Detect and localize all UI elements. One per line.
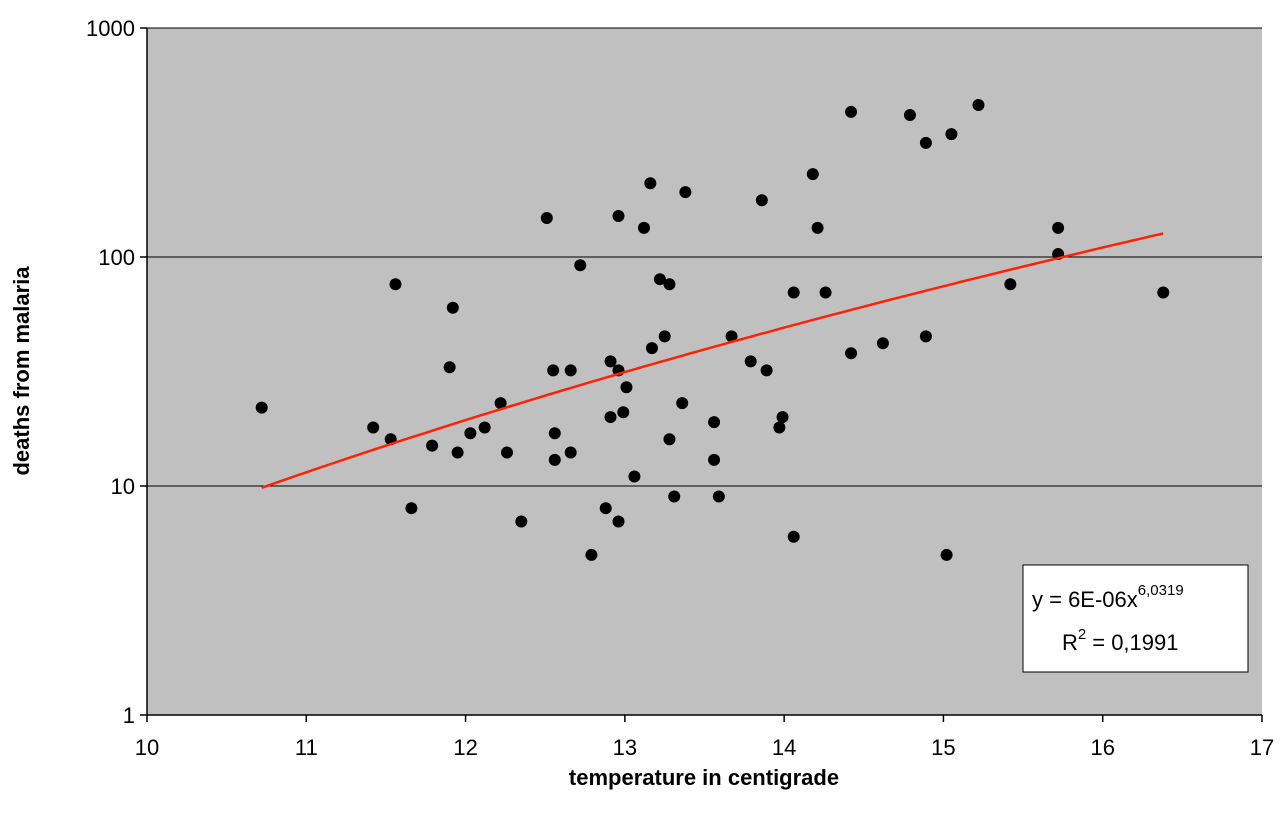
y-tick-label: 1 — [123, 703, 135, 728]
data-point — [755, 194, 768, 207]
data-point — [972, 99, 985, 112]
trendline — [261, 232, 1164, 489]
data-point — [1052, 221, 1065, 234]
data-point — [585, 548, 598, 561]
data-point — [760, 364, 773, 377]
data-point — [464, 427, 477, 440]
data-point — [612, 515, 625, 528]
data-point — [389, 278, 402, 291]
equation: y = 6E-06x6,0319 — [1032, 582, 1184, 612]
data-point — [367, 421, 380, 434]
data-point — [940, 548, 953, 561]
data-point — [811, 221, 824, 234]
data-point — [773, 421, 786, 434]
data-point — [876, 337, 889, 350]
data-point — [547, 364, 560, 377]
data-point — [564, 446, 577, 459]
data-point — [515, 515, 528, 528]
data-point — [787, 530, 800, 543]
data-point — [451, 446, 464, 459]
x-tick-label: 13 — [613, 735, 637, 760]
x-axis-title: temperature in centigrade — [569, 765, 839, 790]
x-tick-label: 12 — [453, 735, 477, 760]
y-axis-title: deaths from malaria — [9, 266, 34, 476]
y-tick-label: 10 — [111, 474, 135, 499]
data-point — [725, 330, 738, 343]
data-point — [255, 401, 268, 414]
data-point — [426, 439, 439, 452]
data-point — [644, 177, 657, 190]
equation-box — [1022, 564, 1249, 673]
data-point — [599, 502, 612, 515]
data-point — [845, 105, 858, 118]
x-tick-label: 16 — [1090, 735, 1114, 760]
data-point — [1157, 286, 1170, 299]
data-point — [658, 330, 671, 343]
data-point — [548, 453, 561, 466]
data-point — [500, 446, 513, 459]
data-point — [676, 397, 689, 410]
data-point — [903, 108, 916, 121]
data-point — [919, 136, 932, 149]
data-point — [628, 470, 641, 483]
data-point — [1004, 278, 1017, 291]
data-point — [945, 128, 958, 141]
data-point — [604, 355, 617, 368]
r2-exponent: 2 — [1078, 626, 1086, 643]
r2-value: = 0,1991 — [1092, 630, 1178, 655]
data-point — [443, 361, 456, 374]
data-point — [712, 490, 725, 503]
x-tick-label: 14 — [772, 735, 796, 760]
data-point — [612, 210, 625, 223]
data-point — [540, 212, 553, 225]
r2-symbol: R — [1062, 630, 1078, 655]
data-point — [564, 364, 577, 377]
data-point — [663, 278, 676, 291]
data-point — [708, 453, 721, 466]
data-point — [637, 221, 650, 234]
data-point — [787, 286, 800, 299]
data-point — [653, 273, 666, 286]
r-squared: R2 = 0,1991 — [1062, 626, 1178, 655]
data-point — [679, 186, 692, 199]
data-point — [776, 411, 789, 424]
data-point — [668, 490, 681, 503]
data-point — [744, 355, 757, 368]
data-point — [617, 406, 630, 419]
data-point — [663, 433, 676, 446]
data-point — [645, 342, 658, 355]
data-point — [819, 286, 832, 299]
x-tick-label: 17 — [1250, 735, 1274, 760]
y-tick-label: 1000 — [86, 16, 135, 41]
data-point — [446, 301, 459, 314]
data-point — [574, 259, 587, 272]
y-tick-label: 100 — [98, 245, 135, 270]
data-point — [494, 397, 507, 410]
data-point — [548, 427, 561, 440]
x-tick-label: 11 — [295, 735, 318, 760]
equation-exponent: 6,0319 — [1138, 582, 1184, 599]
data-point — [620, 381, 633, 394]
data-point — [478, 421, 491, 434]
data-point — [604, 411, 617, 424]
data-point — [708, 416, 721, 429]
x-tick-label: 15 — [931, 735, 955, 760]
data-point — [845, 347, 858, 360]
data-point — [806, 168, 819, 181]
data-point — [405, 502, 418, 515]
x-tick-label: 10 — [135, 735, 159, 760]
equation-text: y = 6E-06x — [1032, 587, 1138, 612]
data-point — [919, 330, 932, 343]
